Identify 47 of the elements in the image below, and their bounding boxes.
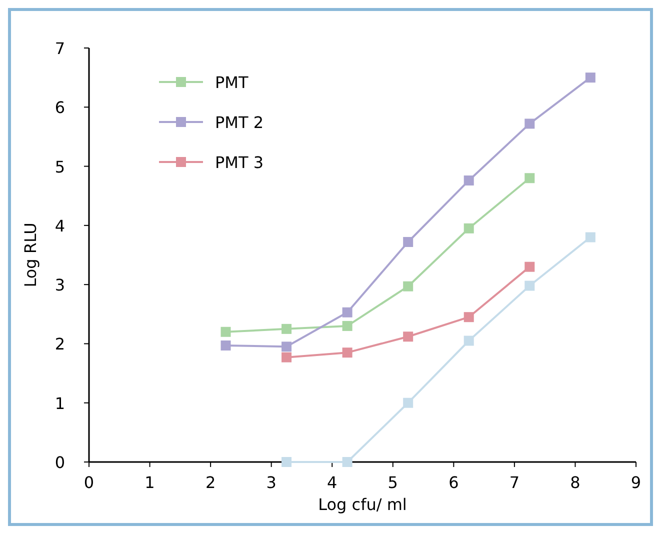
y-tick-label: 7 xyxy=(54,39,65,58)
point xyxy=(282,457,292,467)
point xyxy=(403,332,414,342)
legend-label: PMT 3 xyxy=(215,153,264,172)
point xyxy=(282,342,292,352)
y-tick-label: 0 xyxy=(54,453,65,472)
point xyxy=(403,398,414,408)
point xyxy=(524,262,535,272)
point xyxy=(464,312,474,322)
x-tick-label: 8 xyxy=(570,473,580,492)
point xyxy=(282,352,292,362)
point xyxy=(220,340,231,350)
point xyxy=(220,326,231,337)
point xyxy=(464,336,474,346)
y-axis-title: Log RLU xyxy=(21,222,40,288)
y-tick-label: 3 xyxy=(54,276,65,295)
x-tick-label: 9 xyxy=(630,473,642,492)
x-axis-title: Log cfu/ ml xyxy=(318,495,407,514)
x-tick-label: 6 xyxy=(448,473,459,492)
legend-label: PMT xyxy=(215,73,248,92)
x-tick-label: 0 xyxy=(84,473,94,492)
x-tick-label: 1 xyxy=(144,473,155,492)
x-tick-label: 4 xyxy=(327,473,338,492)
point xyxy=(585,232,596,242)
point xyxy=(524,173,535,184)
y-tick-label: 6 xyxy=(54,98,65,118)
x-tick-label: 2 xyxy=(205,473,216,492)
legend-label: PMT 2 xyxy=(215,113,264,132)
point xyxy=(585,72,596,83)
point xyxy=(524,118,535,129)
y-tick-label: 4 xyxy=(54,216,65,236)
point xyxy=(282,324,292,334)
point xyxy=(342,307,352,318)
point xyxy=(403,236,414,247)
point xyxy=(464,223,474,234)
x-tick-label: 3 xyxy=(266,473,276,492)
y-tick-label: 1 xyxy=(54,394,65,413)
y-tick-label: 5 xyxy=(54,157,65,176)
x-tick-label: 5 xyxy=(388,473,398,492)
point xyxy=(342,457,352,467)
y-tick-label: 2 xyxy=(54,334,65,354)
point xyxy=(524,280,535,291)
point xyxy=(342,348,352,358)
point xyxy=(464,175,474,186)
point xyxy=(403,281,414,292)
x-tick-label: 7 xyxy=(509,473,520,492)
point xyxy=(342,320,352,331)
